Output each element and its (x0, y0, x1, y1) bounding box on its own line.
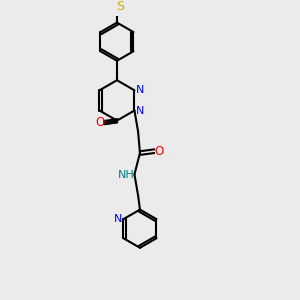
Text: O: O (95, 116, 104, 129)
Text: N: N (135, 106, 144, 116)
Text: NH: NH (118, 170, 135, 180)
Text: S: S (116, 0, 124, 13)
Text: O: O (154, 145, 163, 158)
Text: N: N (114, 214, 122, 224)
Text: N: N (135, 85, 144, 95)
